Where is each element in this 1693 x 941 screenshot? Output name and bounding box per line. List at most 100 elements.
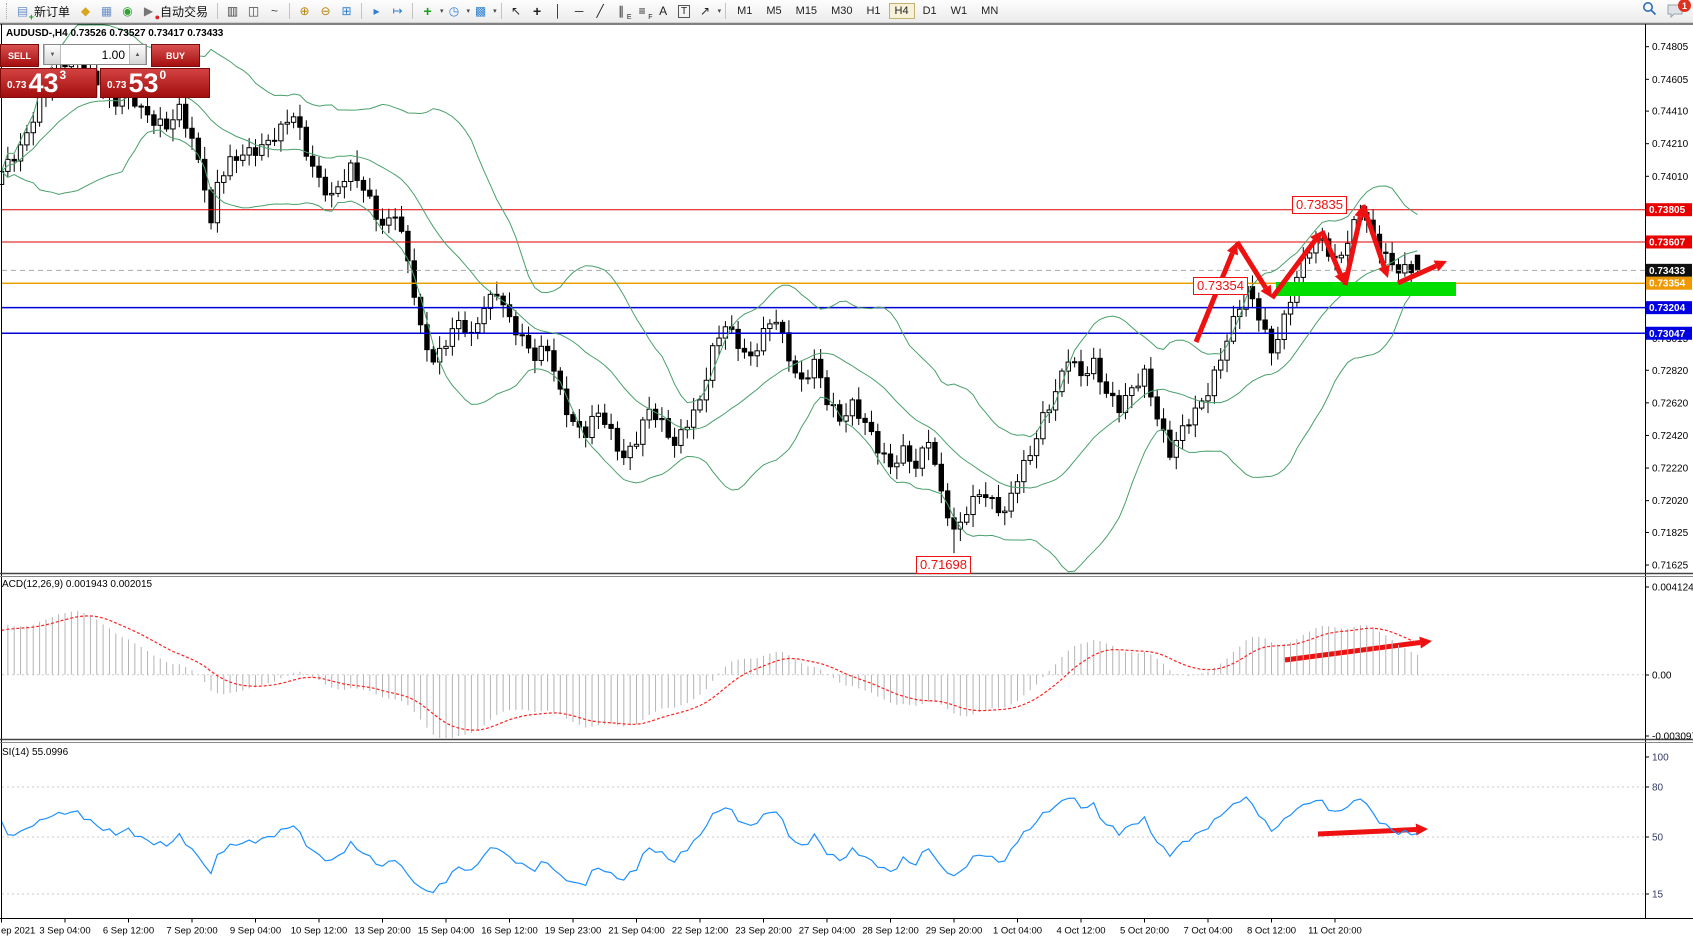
signals-icon[interactable]: ◉ xyxy=(122,4,133,18)
toolbar-separator xyxy=(289,3,291,19)
periods-icon[interactable]: ◷ xyxy=(448,4,460,18)
y-axis-tick: 0.72620 xyxy=(1652,398,1689,409)
fibonacci-tool-icon[interactable]: ≡ F xyxy=(638,4,653,21)
channel-tool-icon[interactable]: ∥ E xyxy=(618,4,632,21)
timeframe-bar: M1 M5 M15 M30 H1 H4 D1 W1 MN xyxy=(730,3,1005,19)
volume-stepper: ▼ ▲ xyxy=(43,44,147,65)
y-axis-tick: 0.74010 xyxy=(1652,172,1689,183)
chart-ohlc-label: AUDUSD-,H4 0.73526 0.73527 0.73417 0.734… xyxy=(6,28,224,39)
search-icon[interactable] xyxy=(1642,1,1657,21)
x-axis-label: 22 Sep 12:00 xyxy=(672,926,729,937)
buy-price-prefix: 0.73 xyxy=(107,80,127,91)
y-axis-tick: 0.72420 xyxy=(1652,431,1689,442)
arrows-tool-icon[interactable]: ↗ xyxy=(700,4,711,18)
y-axis-tick: 0.72820 xyxy=(1652,366,1689,377)
rsi-axis-tick: 80 xyxy=(1652,783,1664,794)
y-axis-tick: 0.74605 xyxy=(1652,75,1689,86)
cursor-tool-icon[interactable]: ↖ xyxy=(511,4,522,18)
timeframe-MN[interactable]: MN xyxy=(981,5,999,17)
x-axis-label: 7 Sep 20:00 xyxy=(166,926,217,937)
sell-price-prefix: 0.73 xyxy=(7,80,27,91)
buy-button[interactable]: BUY xyxy=(151,44,200,67)
vertical-line-tool-icon[interactable]: │ xyxy=(554,4,562,18)
one-click-trading-panel: SELL ▼ ▲ BUY 0.73 43 3 0.73 53 0 xyxy=(0,44,211,98)
crosshair-tool-icon[interactable]: + xyxy=(532,3,542,19)
price-badge: 0.73354 xyxy=(1649,279,1686,290)
price-annotation-label: 0.71698 xyxy=(916,556,971,574)
auto-trading-label[interactable]: 自动交易 xyxy=(160,4,209,19)
periods-dropdown-caret[interactable]: ▾ xyxy=(466,8,471,15)
bucket-style-icon[interactable]: ◆ xyxy=(80,4,91,18)
volume-input[interactable] xyxy=(61,45,129,64)
y-axis-tick: 0.74410 xyxy=(1652,107,1689,118)
y-axis-tick: 0.74210 xyxy=(1652,139,1689,150)
toolbar-separator xyxy=(217,3,219,19)
timeframe-W1[interactable]: W1 xyxy=(950,5,968,17)
rsi-indicator-label: SI(14) 55.0996 xyxy=(2,747,69,758)
sell-price-pipette: 3 xyxy=(59,68,67,82)
toolbar-separator xyxy=(361,3,363,19)
toolbar-grip[interactable] xyxy=(6,3,9,19)
indicators-icon[interactable]: + xyxy=(423,3,432,19)
volume-decrease-button[interactable]: ▼ xyxy=(44,45,61,64)
auto-trading-icon[interactable]: ▶ ● xyxy=(143,4,161,22)
x-axis-label: 29 Sep 20:00 xyxy=(926,926,983,937)
x-axis-label: 10 Sep 12:00 xyxy=(291,926,348,937)
label-tool-icon[interactable]: T xyxy=(675,2,694,21)
price-badge: 0.73204 xyxy=(1649,303,1686,314)
y-axis-tick: 0.71625 xyxy=(1652,561,1689,572)
x-axis-label: 23 Sep 20:00 xyxy=(735,926,792,937)
macd-axis-tick: 0.00 xyxy=(1652,671,1672,682)
auto-scroll-icon[interactable]: ▸ xyxy=(373,4,380,18)
x-axis-label: 3 Sep 04:00 xyxy=(39,926,90,937)
toolbar-separator xyxy=(412,3,414,19)
notifications-icon[interactable]: 1 xyxy=(1667,0,1691,18)
x-axis-label: 11 Oct 20:00 xyxy=(1308,926,1362,937)
timeframe-M30[interactable]: M30 xyxy=(831,5,853,17)
candlestick-mode-icon[interactable]: ◫ xyxy=(247,4,260,18)
y-axis-tick: 0.72020 xyxy=(1652,496,1689,507)
x-axis-label: 28 Sep 12:00 xyxy=(862,926,919,937)
profiles-icon[interactable]: ▦ xyxy=(100,4,113,18)
new-order-icon[interactable]: ▤ + xyxy=(16,4,34,22)
timeframe-H1[interactable]: H1 xyxy=(866,5,881,17)
line-chart-mode-icon[interactable]: ~ xyxy=(271,4,279,18)
horizontal-line-tool-icon[interactable]: ─ xyxy=(574,4,584,18)
x-axis-label: 4 Oct 12:00 xyxy=(1056,926,1105,937)
zoom-in-icon[interactable]: ⊕ xyxy=(299,4,310,18)
x-axis-label: 13 Sep 20:00 xyxy=(354,926,411,937)
bar-chart-mode-icon[interactable]: ▥ xyxy=(226,4,239,18)
price-annotation-label: 0.73354 xyxy=(1193,277,1248,295)
x-axis-label: 1 Oct 04:00 xyxy=(993,926,1042,937)
price-badge: 0.73607 xyxy=(1649,237,1686,248)
price-annotation-label: 0.73835 xyxy=(1292,196,1347,214)
timeframe-D1[interactable]: D1 xyxy=(922,5,937,17)
price-badge: 0.73433 xyxy=(1649,266,1686,277)
arrows-tool-dropdown-caret[interactable]: ▾ xyxy=(717,8,722,15)
x-axis-label: 9 Sep 04:00 xyxy=(230,926,281,937)
volume-increase-button[interactable]: ▲ xyxy=(129,45,146,64)
templates-icon[interactable]: ▩ xyxy=(474,4,487,18)
sell-button[interactable]: SELL xyxy=(0,44,39,67)
timeframe-M5[interactable]: M5 xyxy=(766,5,782,17)
y-axis-tick: 0.71825 xyxy=(1652,528,1689,539)
timeframe-M15[interactable]: M15 xyxy=(795,5,818,17)
x-axis-label: 21 Sep 04:00 xyxy=(608,926,665,937)
trendline-tool-icon[interactable]: ╱ xyxy=(596,4,604,18)
x-axis-label: 27 Sep 04:00 xyxy=(799,926,856,937)
x-axis-label: 7 Oct 04:00 xyxy=(1183,926,1232,937)
x-axis-label: 6 Sep 12:00 xyxy=(103,926,154,937)
timeframe-M1[interactable]: M1 xyxy=(737,5,753,17)
sell-quote-button[interactable]: 0.73 43 3 xyxy=(0,68,97,98)
tile-windows-icon[interactable]: ⊞ xyxy=(341,4,352,18)
macd-axis-tick: -0.003097 xyxy=(1652,732,1693,743)
new-order-label[interactable]: 新订单 xyxy=(34,4,71,19)
zoom-out-icon[interactable]: ⊖ xyxy=(320,4,331,18)
indicators-dropdown-caret[interactable]: ▾ xyxy=(440,8,444,15)
text-tool-icon[interactable]: A xyxy=(659,4,668,18)
chart-shift-icon[interactable]: ↦ xyxy=(392,4,403,18)
timeframe-H4[interactable]: H4 xyxy=(888,3,915,19)
buy-quote-button[interactable]: 0.73 53 0 xyxy=(100,68,210,98)
templates-dropdown-caret[interactable]: ▾ xyxy=(493,8,497,15)
